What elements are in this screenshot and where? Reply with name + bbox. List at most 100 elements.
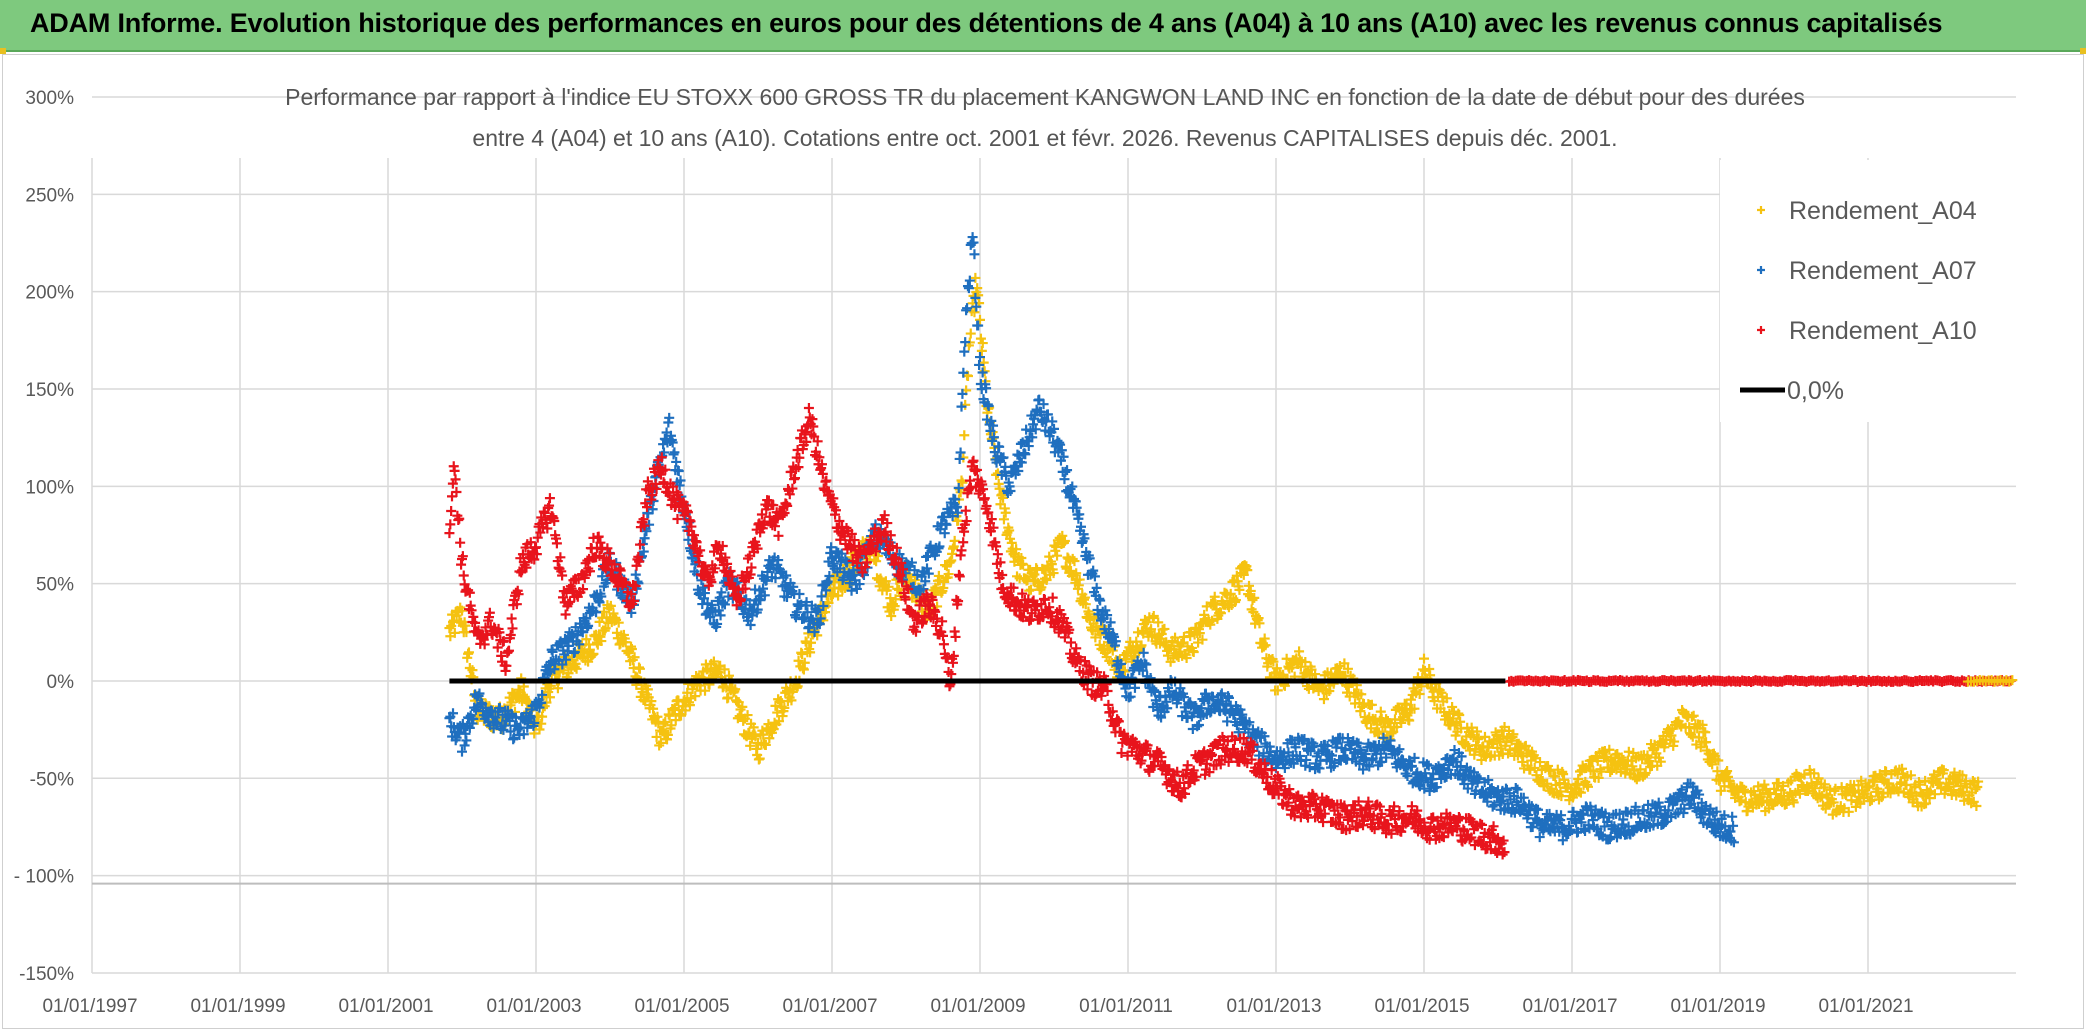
data-point bbox=[1018, 559, 1029, 570]
data-point bbox=[742, 710, 753, 721]
data-point bbox=[1615, 766, 1626, 777]
data-point bbox=[1366, 699, 1377, 710]
data-point bbox=[1556, 791, 1567, 802]
x-tick-label: 01/01/2019 bbox=[1670, 996, 1765, 1017]
data-point bbox=[1447, 701, 1458, 712]
x-tick-label: 01/01/2011 bbox=[1079, 996, 1173, 1017]
data-point bbox=[1479, 731, 1490, 742]
x-tick-label: 01/01/2009 bbox=[930, 996, 1025, 1017]
data-point bbox=[669, 447, 680, 458]
x-axis-ticks: 01/01/1997 01/01/1999 01/01/2001 01/01/2003… bbox=[42, 996, 1913, 1017]
data-point bbox=[1051, 541, 1062, 552]
chart-legend: Rendement_A04 Rendement_A07 Rendement_A10 0… bbox=[1720, 160, 2016, 422]
data-point bbox=[1052, 550, 1063, 561]
data-point bbox=[1573, 774, 1584, 785]
data-point bbox=[760, 739, 771, 750]
data-point bbox=[1713, 755, 1724, 766]
data-point bbox=[1048, 568, 1059, 579]
data-point bbox=[1095, 629, 1106, 640]
data-point bbox=[1356, 689, 1367, 700]
data-point bbox=[591, 607, 602, 618]
data-point bbox=[560, 609, 571, 620]
data-point bbox=[605, 600, 616, 611]
data-point bbox=[1065, 637, 1076, 648]
data-point bbox=[588, 648, 599, 659]
data-point bbox=[886, 611, 897, 622]
data-point bbox=[658, 718, 669, 729]
data-point bbox=[690, 691, 701, 702]
data-point bbox=[1550, 771, 1561, 782]
data-point bbox=[1685, 729, 1696, 740]
data-point bbox=[957, 477, 968, 488]
data-point bbox=[1604, 744, 1615, 755]
data-point bbox=[1300, 657, 1311, 668]
data-point bbox=[1859, 788, 1870, 799]
data-point bbox=[1011, 544, 1022, 555]
data-point bbox=[1254, 618, 1265, 629]
chart-title-line-2: entre 4 (A04) et 10 ans (A10). Cotations… bbox=[472, 125, 1617, 151]
data-point bbox=[1794, 788, 1805, 799]
data-point bbox=[719, 664, 730, 675]
data-point bbox=[1957, 770, 1968, 781]
data-point bbox=[773, 530, 784, 541]
data-point bbox=[1640, 767, 1651, 778]
data-point bbox=[1970, 784, 1981, 795]
data-point bbox=[547, 646, 558, 657]
data-point bbox=[979, 366, 990, 377]
data-point bbox=[969, 249, 980, 260]
data-point bbox=[750, 731, 761, 742]
data-point bbox=[629, 652, 640, 663]
legend-label: 0,0% bbox=[1787, 377, 1844, 405]
data-point bbox=[613, 617, 624, 628]
data-point bbox=[1830, 783, 1841, 794]
data-point bbox=[685, 693, 696, 704]
data-point bbox=[799, 657, 810, 668]
legend-item: Rendement_A10 bbox=[1757, 317, 1977, 345]
data-point bbox=[973, 320, 984, 331]
data-point bbox=[551, 538, 562, 549]
data-point bbox=[1843, 806, 1854, 817]
corner-marker-right bbox=[2080, 48, 2086, 54]
data-point bbox=[620, 637, 631, 648]
data-point bbox=[457, 605, 467, 616]
data-point bbox=[1414, 689, 1425, 700]
data-point bbox=[938, 639, 949, 650]
y-tick-label: 50% bbox=[36, 575, 74, 596]
legend-item: Rendement_A04 bbox=[1757, 197, 1977, 225]
y-axis-ticks: 300%250%200%150%100%50%0%-50%- 100%-150% bbox=[14, 88, 74, 985]
data-point bbox=[581, 634, 592, 645]
corner-marker-left bbox=[0, 48, 6, 54]
data-point bbox=[827, 589, 838, 600]
data-point bbox=[1592, 755, 1603, 766]
data-point bbox=[1041, 574, 1052, 585]
data-point bbox=[1891, 784, 1902, 795]
data-point bbox=[1552, 764, 1563, 775]
data-point bbox=[1074, 574, 1085, 585]
data-point bbox=[1260, 640, 1271, 651]
data-point bbox=[1948, 785, 1959, 796]
data-point bbox=[596, 591, 607, 602]
legend-label: Rendement_A07 bbox=[1789, 257, 1977, 285]
data-point bbox=[1197, 634, 1208, 645]
data-point bbox=[1071, 643, 1082, 654]
data-point bbox=[1881, 766, 1892, 777]
data-point bbox=[1234, 584, 1245, 595]
data-point bbox=[745, 740, 756, 751]
data-point bbox=[872, 551, 883, 562]
data-point bbox=[1170, 632, 1181, 643]
data-point bbox=[1510, 782, 1521, 793]
data-point bbox=[1188, 647, 1199, 658]
data-point bbox=[975, 314, 985, 325]
data-point bbox=[458, 570, 469, 581]
data-point bbox=[660, 716, 671, 727]
data-point bbox=[1047, 592, 1058, 603]
data-point bbox=[1508, 729, 1519, 740]
data-point bbox=[646, 696, 657, 707]
data-point bbox=[1080, 599, 1091, 610]
data-point bbox=[772, 707, 783, 718]
data-point bbox=[1936, 783, 1947, 794]
data-point bbox=[1956, 788, 1967, 799]
data-point bbox=[1756, 797, 1767, 808]
data-point bbox=[833, 590, 844, 601]
data-point bbox=[1059, 535, 1070, 546]
